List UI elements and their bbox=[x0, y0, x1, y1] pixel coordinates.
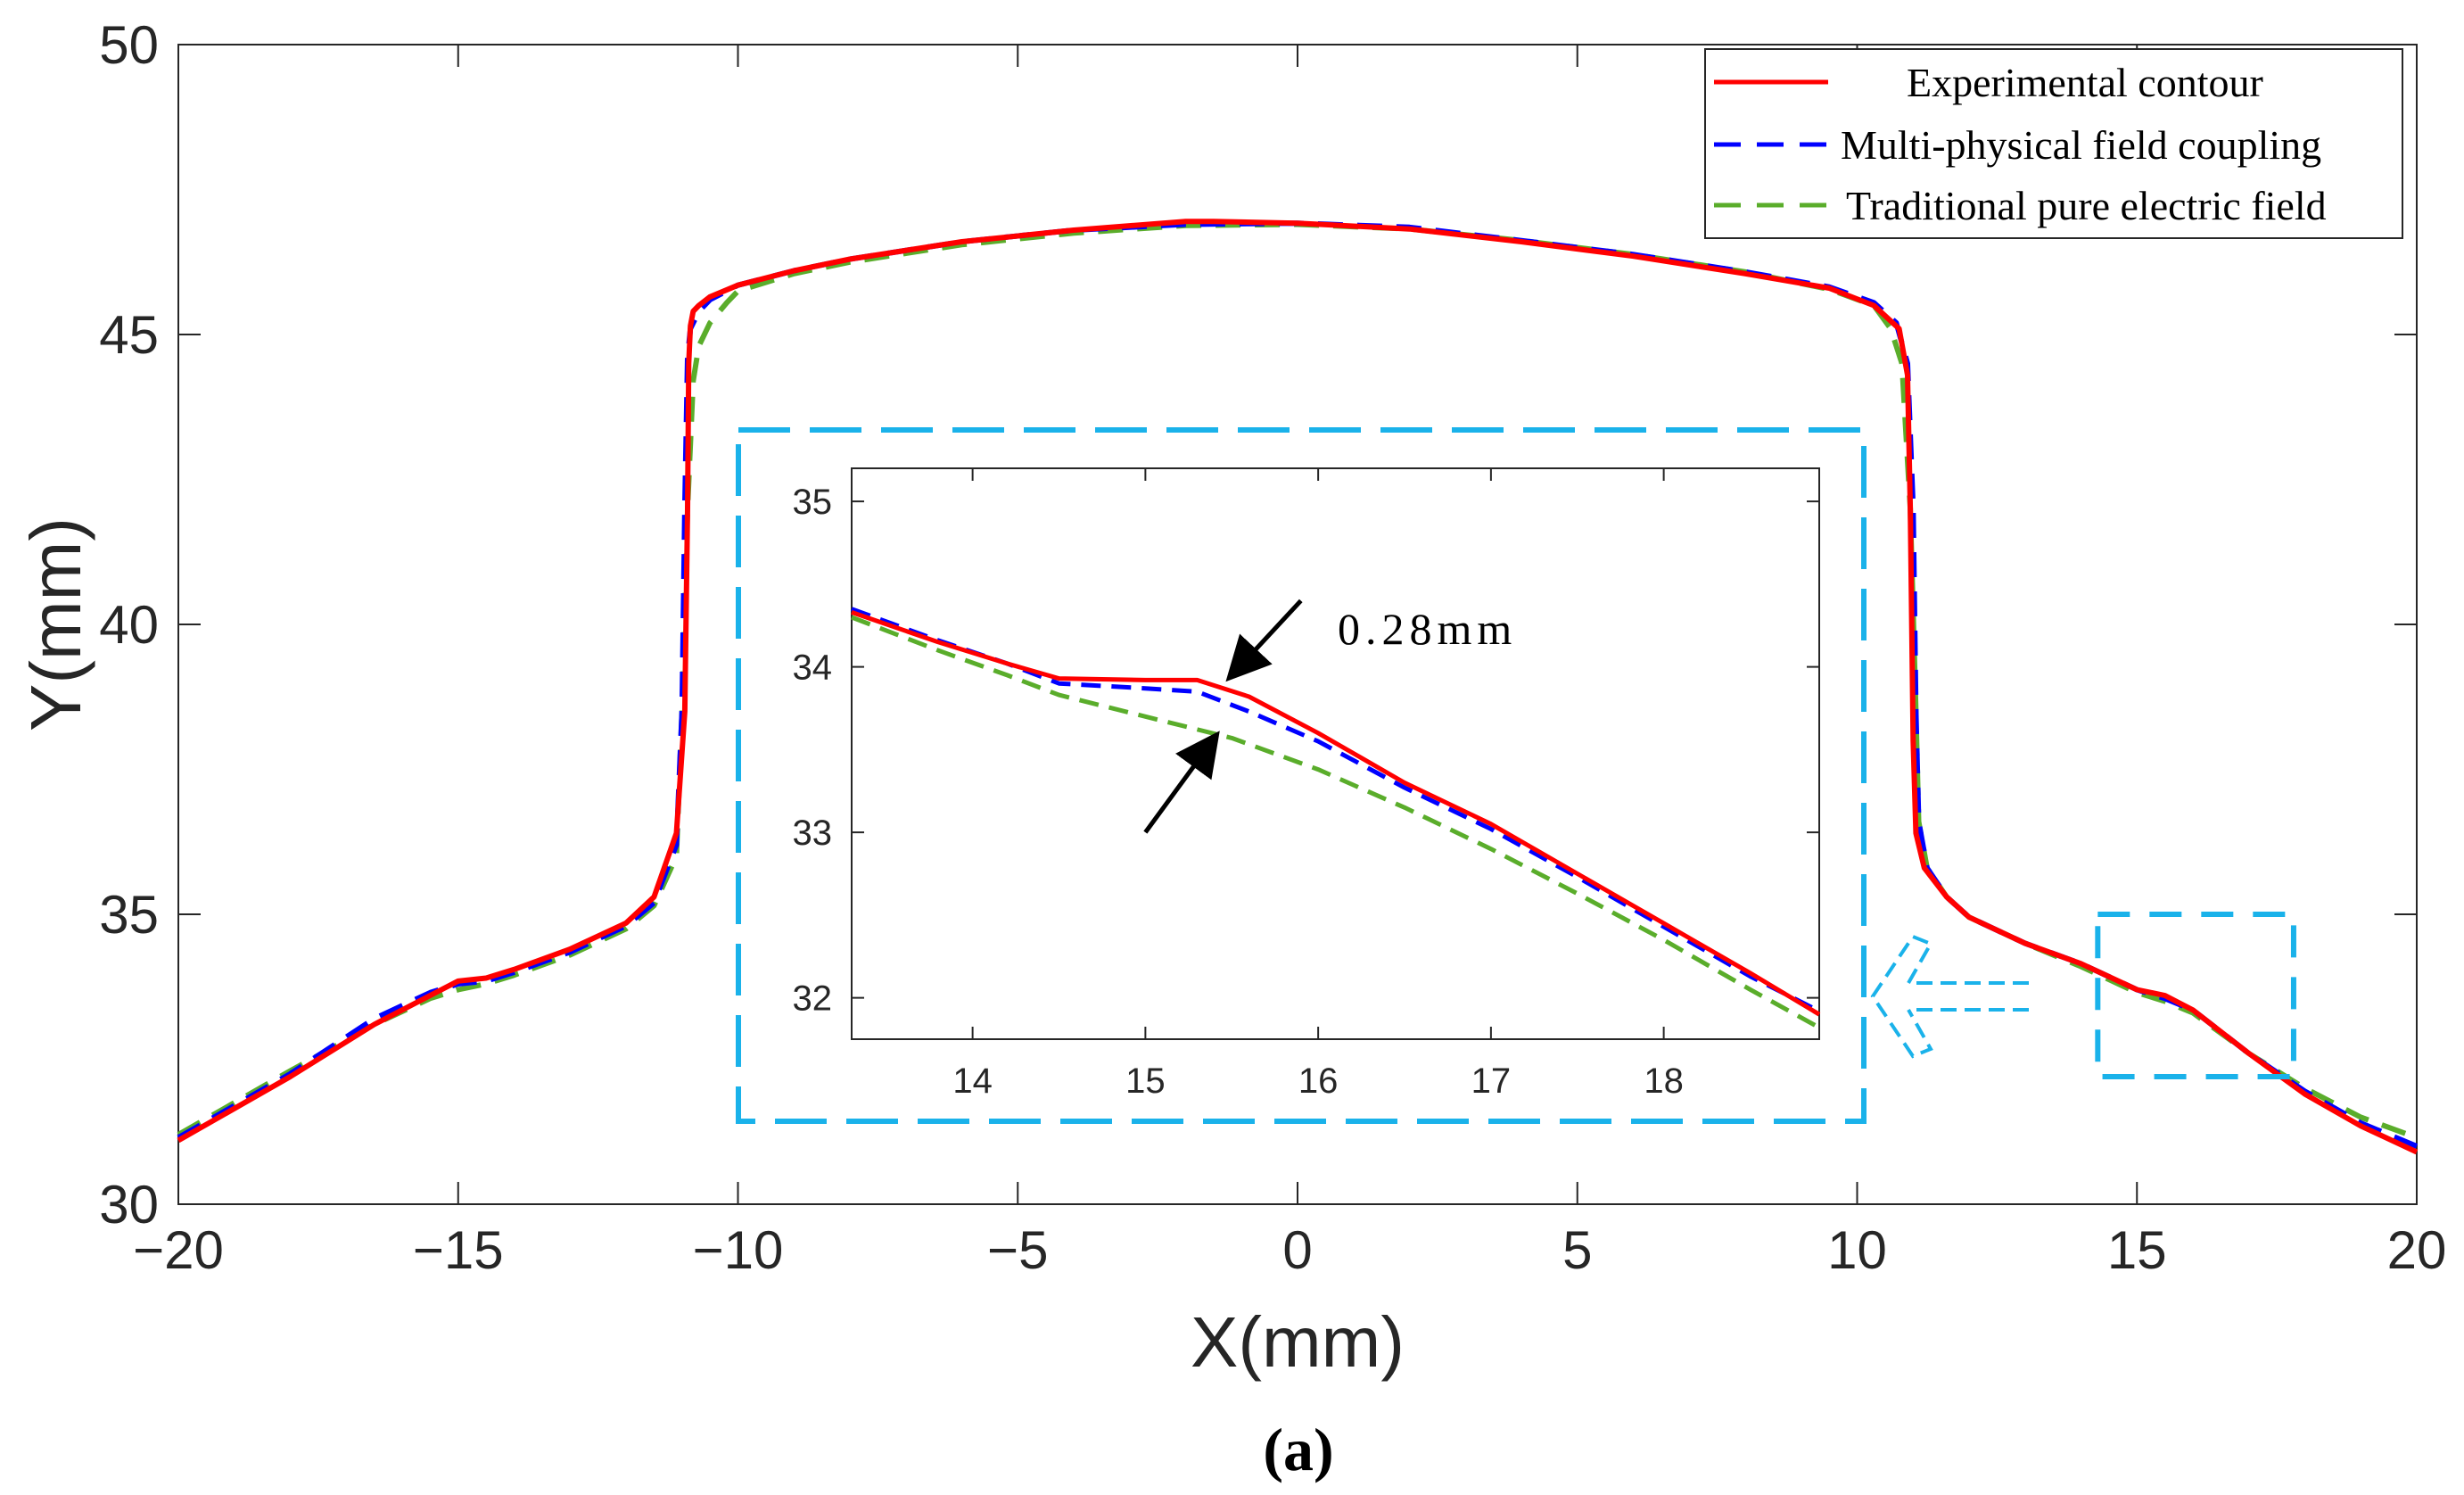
legend-label-multiphysics: Multi-physical field coupling bbox=[1841, 122, 2321, 168]
x-tick-label: 18 bbox=[1644, 1061, 1684, 1101]
x-tick-label: 15 bbox=[1125, 1061, 1166, 1101]
inset-plot-area bbox=[851, 467, 1820, 1040]
x-tick-label: 14 bbox=[952, 1061, 993, 1101]
y-tick-label: 35 bbox=[99, 885, 159, 945]
series-line-experimental-contour bbox=[177, 219, 2419, 1155]
series-line-traditional-pure-electric-field bbox=[851, 615, 1821, 1030]
x-tick-label: 10 bbox=[1827, 1220, 1887, 1280]
y-tick-label: 40 bbox=[99, 595, 159, 655]
x-tick-label: 16 bbox=[1298, 1061, 1339, 1101]
series-line-experimental-contour bbox=[851, 610, 1821, 1017]
legend-label-traditional: Traditional pure electric field bbox=[1846, 183, 2327, 228]
zoom-arrow-icon bbox=[1870, 934, 2029, 1059]
zoom-box bbox=[2095, 912, 2296, 1079]
y-tick-label: 35 bbox=[793, 483, 833, 522]
inset-annotation: 0.28mm bbox=[1338, 604, 1517, 654]
y-axis-label: Y(mm) bbox=[16, 517, 95, 731]
inset-series-group bbox=[851, 607, 1821, 1030]
x-tick-label: 15 bbox=[2107, 1220, 2167, 1280]
x-tick-label: 17 bbox=[1471, 1061, 1512, 1101]
x-tick-label: 5 bbox=[1562, 1220, 1592, 1280]
inset-arrow-down bbox=[1225, 599, 1303, 682]
x-tick-label: −15 bbox=[413, 1220, 504, 1280]
y-tick-label: 32 bbox=[793, 979, 833, 1019]
y-tick-label: 33 bbox=[793, 814, 833, 853]
inset-arrow-up bbox=[1143, 731, 1220, 834]
x-tick-label: 0 bbox=[1282, 1220, 1312, 1280]
series-line-multi-physical-field-coupling bbox=[851, 607, 1821, 1013]
main-series-group bbox=[177, 219, 2419, 1155]
x-tick-label: −20 bbox=[133, 1220, 224, 1280]
x-axis-label: X(mm) bbox=[1191, 1302, 1405, 1382]
figure-caption: (a) bbox=[1263, 1416, 1333, 1483]
y-tick-label: 34 bbox=[793, 648, 833, 688]
y-tick-label: 50 bbox=[99, 15, 159, 75]
y-tick-label: 30 bbox=[99, 1175, 159, 1235]
inset-axis-ticks: 14 15 16 17 18 32 33 34 35 bbox=[793, 468, 1819, 1101]
x-tick-label: 20 bbox=[2387, 1220, 2447, 1280]
legend: Experimental contour Multi-physical fiel… bbox=[1704, 48, 2403, 239]
x-tick-label: −5 bbox=[987, 1220, 1048, 1280]
legend-label-experimental: Experimental contour bbox=[1907, 60, 2263, 105]
main-axis-ticks: −20 −15 −10 −5 0 5 10 15 20 30 35 40 45 50 bbox=[99, 15, 2446, 1280]
x-tick-label: −10 bbox=[693, 1220, 784, 1280]
y-tick-label: 45 bbox=[99, 305, 159, 365]
